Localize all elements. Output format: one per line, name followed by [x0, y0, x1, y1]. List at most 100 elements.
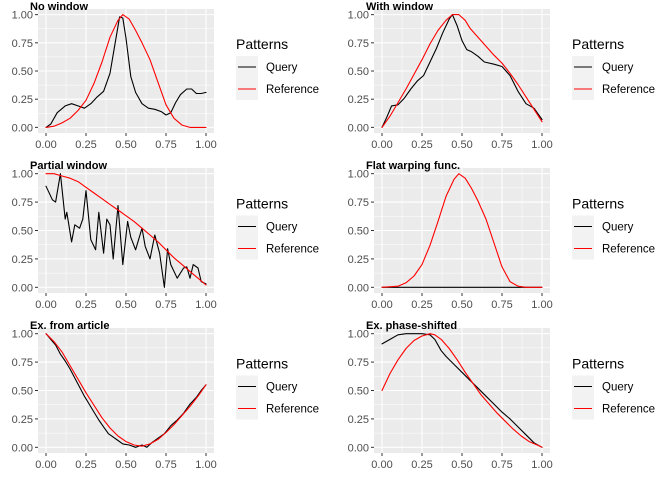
legend: Patterns Query Reference	[572, 356, 655, 420]
series-line-reference	[381, 173, 543, 288]
x-tick-label: 0.00	[371, 299, 392, 311]
y-tick-label: 0.50	[348, 226, 369, 238]
y-tick-label: 0.25	[12, 254, 33, 266]
legend-label: Query	[602, 62, 634, 74]
legend: Patterns Query Reference	[236, 356, 319, 420]
y-tick-label: 0.25	[348, 414, 369, 426]
facet-panel: 0.000.00 0.25 0.25 0.50 0.50 0.75 0.75 1.00 1.00…	[348, 1, 655, 151]
series-line-reference	[381, 333, 543, 448]
y-tick-label: 0.75	[348, 357, 369, 369]
legend-label: Query	[266, 222, 298, 234]
legend-title: Patterns	[572, 36, 624, 52]
x-tick-label: 0.00	[35, 139, 56, 151]
legend-title: Patterns	[236, 196, 288, 212]
x-tick-label: 0.50	[115, 139, 136, 151]
x-tick-label: 0.50	[115, 299, 136, 311]
y-tick-label: 0.75	[12, 357, 33, 369]
y-tick-label: 1.00	[348, 169, 369, 181]
x-tick-label: 1.00	[195, 459, 216, 471]
x-tick-label: 0.25	[411, 299, 432, 311]
series-line-query	[381, 14, 543, 128]
x-tick-label: 0.00	[35, 299, 56, 311]
y-tick-label: 1.00	[12, 10, 33, 22]
y-tick-label: 0.50	[12, 66, 33, 78]
y-tick-label: 0.00	[348, 442, 369, 454]
x-tick-label: 0.00	[371, 459, 392, 471]
x-tick-label: 0.75	[491, 459, 512, 471]
y-tick-label: 0.50	[12, 226, 33, 238]
x-tick-label: 0.25	[411, 459, 432, 471]
x-tick-label: 1.00	[531, 139, 552, 151]
y-tick-label: 0.75	[12, 197, 33, 209]
x-tick-label: 0.50	[451, 459, 472, 471]
series-line-query	[45, 333, 207, 448]
y-tick-label: 1.00	[12, 329, 33, 341]
legend-label: Query	[266, 382, 298, 394]
legend-title: Patterns	[572, 196, 624, 212]
series-line-query	[45, 16, 207, 128]
y-tick-label: 0.25	[348, 94, 369, 106]
series-line-query	[381, 333, 543, 448]
legend-label: Query	[602, 382, 634, 394]
y-tick-label: 0.75	[12, 38, 33, 50]
x-tick-label: 0.75	[491, 299, 512, 311]
x-tick-label: 0.75	[155, 459, 176, 471]
y-tick-label: 1.00	[348, 10, 369, 22]
legend-title: Patterns	[572, 356, 624, 372]
x-tick-label: 1.00	[531, 459, 552, 471]
y-tick-label: 0.25	[12, 414, 33, 426]
x-tick-label: 0.25	[75, 139, 96, 151]
x-tick-label: 0.00	[371, 139, 392, 151]
y-tick-label: 0.00	[12, 282, 33, 294]
legend-title: Patterns	[236, 356, 288, 372]
x-tick-label: 1.00	[195, 139, 216, 151]
legend-label: Reference	[602, 84, 655, 96]
legend: Patterns Query Reference	[572, 36, 655, 100]
y-tick-label: 0.50	[12, 386, 33, 398]
panel-title: Flat warping func.	[366, 160, 460, 172]
x-tick-label: 0.75	[491, 139, 512, 151]
panel-title: Ex. from article	[30, 320, 109, 332]
x-tick-label: 0.25	[75, 299, 96, 311]
facet-panel: 0.000.00 0.25 0.25 0.50 0.50 0.75 0.75 1.00 1.00…	[348, 320, 655, 471]
y-tick-label: 0.00	[348, 122, 369, 134]
legend-label: Reference	[266, 84, 319, 96]
x-tick-label: 0.75	[155, 139, 176, 151]
legend-label: Query	[602, 222, 634, 234]
x-tick-label: 0.25	[75, 459, 96, 471]
y-tick-label: 1.00	[12, 169, 33, 181]
y-tick-label: 0.00	[12, 122, 33, 134]
legend-label: Reference	[602, 404, 655, 416]
facet-panel: 0.000.00 0.25 0.25 0.50 0.50 0.75 0.75 1.00 1.00…	[12, 1, 319, 151]
legend: Patterns Query Reference	[236, 36, 319, 100]
y-tick-label: 1.00	[348, 329, 369, 341]
y-tick-label: 0.00	[348, 282, 369, 294]
facet-panel: 0.000.00 0.25 0.25 0.50 0.50 0.75 0.75 1.00 1.00…	[12, 320, 319, 471]
panel-title: With window	[366, 1, 434, 13]
series-line-reference	[45, 173, 207, 286]
legend: Patterns Query Reference	[236, 196, 319, 260]
panel-title: No window	[30, 1, 88, 13]
x-tick-label: 0.50	[451, 299, 472, 311]
facet-panel: 0.000.00 0.25 0.25 0.50 0.50 0.75 0.75 1.00 1.00…	[12, 160, 319, 311]
panel-title: Partial window	[30, 160, 107, 172]
x-tick-label: 0.75	[155, 299, 176, 311]
x-tick-label: 0.50	[115, 459, 136, 471]
x-tick-label: 0.50	[451, 139, 472, 151]
x-tick-label: 0.25	[411, 139, 432, 151]
legend: Patterns Query Reference	[572, 196, 655, 260]
y-tick-label: 0.75	[348, 38, 369, 50]
legend-label: Reference	[266, 404, 319, 416]
legend-label: Reference	[266, 244, 319, 256]
facet-panel: 0.000.00 0.25 0.25 0.50 0.50 0.75 0.75 1.00 1.00…	[348, 160, 655, 311]
x-tick-label: 0.00	[35, 459, 56, 471]
y-tick-label: 0.50	[348, 386, 369, 398]
legend-label: Reference	[602, 244, 655, 256]
y-tick-label: 0.00	[12, 442, 33, 454]
series-line-reference	[45, 333, 207, 447]
y-tick-label: 0.75	[348, 197, 369, 209]
y-tick-label: 0.50	[348, 66, 369, 78]
x-tick-label: 1.00	[531, 299, 552, 311]
legend-title: Patterns	[236, 36, 288, 52]
